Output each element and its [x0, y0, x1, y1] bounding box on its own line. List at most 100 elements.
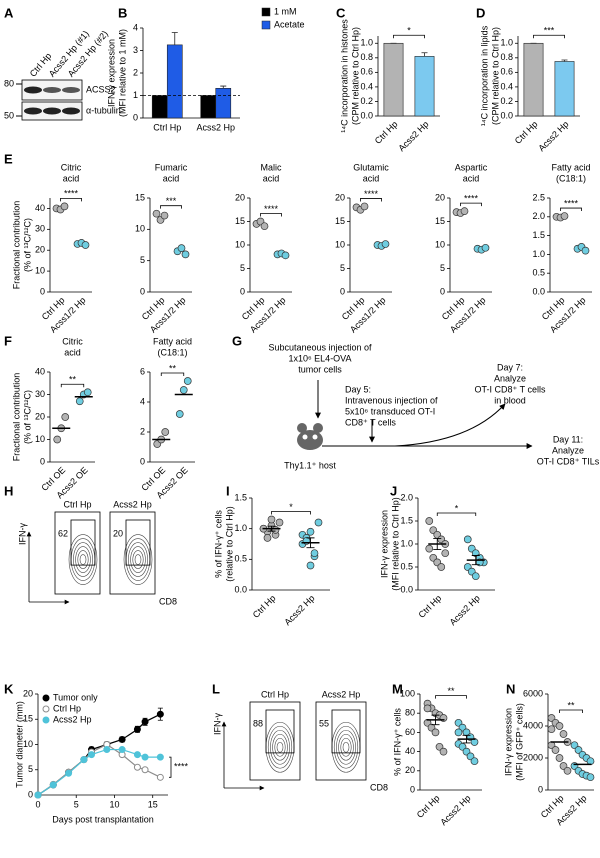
error-bar [171, 32, 178, 45]
data-point [425, 517, 434, 525]
x-tick-label: 10 [109, 799, 119, 809]
y-axis-label: (CPM relative to Ctrl Hp) [490, 27, 500, 125]
panel-label: F [4, 333, 12, 348]
y-tick-label: 0 [28, 789, 33, 799]
significance-label: ** [447, 686, 455, 696]
x-tick-label: Acss2 Hp [536, 119, 570, 153]
chart-title: Fumaric [155, 162, 188, 172]
legend-swatch [261, 20, 271, 30]
error-bar [421, 52, 428, 57]
data-point [118, 735, 126, 743]
flow-plot [315, 701, 367, 781]
significance-bracket [559, 709, 583, 713]
panel-label: C [336, 5, 346, 20]
band [43, 107, 61, 115]
y-tick-label: 0 [133, 112, 138, 122]
contour [338, 733, 354, 761]
x-tick-label: Acss2 Hp [448, 593, 482, 627]
significance-label: * [407, 26, 411, 36]
y-tick-label: 5 [340, 263, 345, 273]
significance-bracket [460, 202, 482, 207]
x-tick-label: Ctrl Hp [416, 593, 443, 620]
y-tick-label: 1.5 [400, 515, 413, 525]
data-point [156, 773, 164, 781]
bar [215, 88, 232, 119]
data-point [555, 754, 564, 762]
y-tick-label: 15 [135, 192, 145, 202]
data-point [586, 773, 595, 782]
mouse-body [297, 430, 323, 450]
y-tick-label: 15 [23, 714, 33, 724]
data-point [431, 728, 440, 737]
panel-label: N [506, 681, 515, 696]
y-tick-label: 1.0 [400, 538, 413, 548]
chart-title: Aspartic [455, 162, 488, 172]
data-point [141, 718, 149, 726]
y-tick-label: 0.6 [360, 67, 373, 77]
y-tick-label: 0.4 [360, 81, 373, 91]
error-bar [220, 85, 227, 89]
error-bar [267, 525, 276, 532]
contour [68, 534, 98, 585]
chart-title: acid [64, 347, 81, 357]
x-tick-label: Acss2 Hp [396, 119, 430, 153]
y-tick-label: 30 [35, 389, 45, 399]
gate-value: 62 [58, 528, 68, 538]
data-point [60, 202, 69, 211]
panel-label: G [232, 333, 242, 348]
bar [383, 42, 404, 117]
y-axis-label: IFN-γ expression [106, 39, 116, 107]
contour [333, 725, 359, 769]
panel-label: A [4, 5, 14, 20]
bar [554, 61, 575, 117]
y-tick-label: 80 [405, 708, 415, 718]
data-point [470, 757, 479, 766]
data-point [179, 386, 188, 394]
flow-plot [54, 511, 101, 595]
error-bar [433, 538, 442, 550]
chart-title: Fatty acid [551, 162, 590, 172]
gate [331, 709, 361, 754]
y-tick-label: 10 [35, 265, 45, 275]
data-point [559, 730, 568, 738]
y-tick-label: 20 [235, 192, 245, 202]
y-tick-label: 4000 [523, 720, 543, 730]
curved-arrow [394, 403, 506, 447]
error-bar [306, 537, 315, 549]
panel-label: M [392, 681, 403, 696]
contour [340, 737, 352, 757]
data-point [34, 791, 42, 799]
series-line [37, 743, 161, 796]
significance-label: ** [567, 700, 575, 710]
data-point [267, 515, 276, 524]
y-tick-label: 2 [133, 67, 138, 77]
data-point [275, 518, 284, 527]
panel-label: L [212, 681, 220, 696]
y-tick-label: 0 [340, 286, 345, 296]
y-axis-label: (% of ¹³C/¹²C) [22, 390, 32, 444]
data-point [271, 526, 280, 534]
y-tick-label: 20 [35, 245, 45, 255]
y-tick-label: 0.5 [234, 554, 247, 564]
data-point [471, 572, 480, 581]
bar [200, 95, 217, 119]
y-tick-label: 20 [35, 411, 45, 421]
data-point [161, 428, 170, 436]
legend-swatch [261, 7, 271, 17]
contour [75, 546, 91, 573]
significance-label: ** [69, 375, 77, 385]
y-axis-label: (MFI relative to Ctrl Hp) [390, 497, 400, 591]
gate [265, 709, 295, 754]
step-text: OT-I CD8⁺ TILs [537, 456, 600, 466]
panel-label: D [476, 5, 485, 20]
data-point [103, 746, 111, 754]
y-tick-label: 0.0 [360, 110, 373, 120]
y-tick-label: 1.5 [532, 230, 545, 240]
significance-bracket [60, 383, 85, 388]
x-tick-label: Ctrl Hp [251, 593, 278, 620]
panel-label: E [4, 151, 13, 166]
y-tick-label: 4 [133, 22, 138, 32]
panel-label: I [226, 483, 230, 498]
contour [336, 729, 356, 765]
y-tick-label: 2.0 [532, 211, 545, 221]
